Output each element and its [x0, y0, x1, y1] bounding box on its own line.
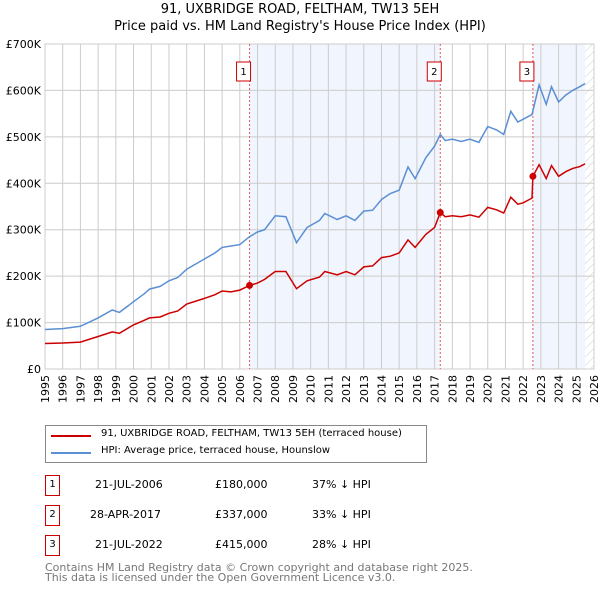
x-tick-label: 1999 [110, 375, 123, 403]
x-tick-label: 2025 [570, 375, 583, 403]
y-tick-label: £300K [6, 224, 42, 237]
x-tick-label: 2003 [181, 375, 194, 403]
chart-title: 91, UXBRIDGE ROAD, FELTHAM, TW13 5EH [160, 2, 440, 17]
sale-label: 3 [524, 67, 530, 78]
x-tick-label: 1997 [74, 375, 87, 403]
x-tick-label: 2026 [588, 375, 600, 403]
price-chart: 1995 1996 1997 1998 1999 2000 2001 2002 2003 2004… [6, 38, 600, 403]
y-tick-label: £400K [6, 177, 42, 190]
x-tick-label: 2008 [269, 375, 282, 403]
x-tick-label: 2005 [216, 375, 229, 403]
y-tick-label: £700K [6, 38, 42, 51]
forecast-hatch [585, 44, 594, 369]
sale-label: 1 [240, 67, 246, 78]
y-tick-label: £0 [27, 363, 41, 376]
x-tick-label: 2011 [322, 375, 335, 403]
sale-label-box [426, 61, 442, 82]
sale-point [246, 281, 254, 289]
transaction-row: 1 21-JUL-2006 £180,000 37% ↓ HPI [45, 475, 495, 497]
x-tick-label: 2001 [145, 375, 158, 403]
x-tick-label: 2015 [393, 375, 406, 403]
series-line [44, 163, 586, 345]
y-tick-label: £100K [6, 317, 42, 330]
transaction-row: 2 28-APR-2017 £337,000 33% ↓ HPI [45, 505, 495, 527]
x-tick-label: 2020 [482, 375, 495, 403]
x-tick-label: 2004 [198, 375, 211, 403]
sale-label-box [236, 61, 252, 82]
x-tick-label: 1996 [57, 375, 70, 403]
y-tick-label: £600K [6, 84, 42, 97]
x-tick-label: 2014 [375, 375, 388, 403]
x-tick-label: 2013 [358, 375, 371, 403]
sale-label: 2 [431, 67, 437, 78]
x-tick-label: 2002 [163, 375, 176, 403]
sale-label-box [519, 61, 535, 82]
x-tick-label: 2024 [553, 375, 566, 403]
x-tick-label: 2009 [287, 375, 300, 403]
x-tick-label: 2019 [464, 375, 477, 403]
x-tick-label: 2023 [535, 375, 548, 403]
sale-point [529, 172, 537, 180]
legend: 91, UXBRIDGE ROAD, FELTHAM, TW13 5EH (te… [45, 425, 427, 463]
x-tick-label: 1998 [92, 375, 105, 403]
shaded-period [249, 44, 441, 369]
x-tick-label: 2017 [429, 375, 442, 403]
x-tick-label: 2022 [517, 375, 530, 403]
x-tick-label: 2016 [411, 375, 424, 403]
footer-licence: This data is licensed under the Open Gov… [45, 571, 396, 584]
x-tick-label: 2006 [234, 375, 247, 403]
chart-subtitle: Price paid vs. HM Land Registry's House … [114, 19, 486, 34]
x-tick-label: 2021 [499, 375, 512, 403]
y-tick-label: £500K [6, 131, 42, 144]
x-tick-label: 2012 [340, 375, 353, 403]
x-tick-label: 2000 [128, 375, 141, 403]
x-tick-label: 1995 [39, 375, 52, 403]
x-tick-label: 2007 [252, 375, 265, 403]
transaction-row: 3 21-JUL-2022 £415,000 28% ↓ HPI [45, 535, 495, 557]
x-tick-label: 2018 [446, 375, 459, 403]
footer-copyright: Contains HM Land Registry data © Crown c… [45, 561, 473, 574]
sale-point [436, 209, 444, 217]
y-tick-label: £200K [6, 270, 42, 283]
series-line [44, 82, 586, 331]
plot-border [44, 43, 595, 370]
x-tick-label: 2010 [305, 375, 318, 403]
